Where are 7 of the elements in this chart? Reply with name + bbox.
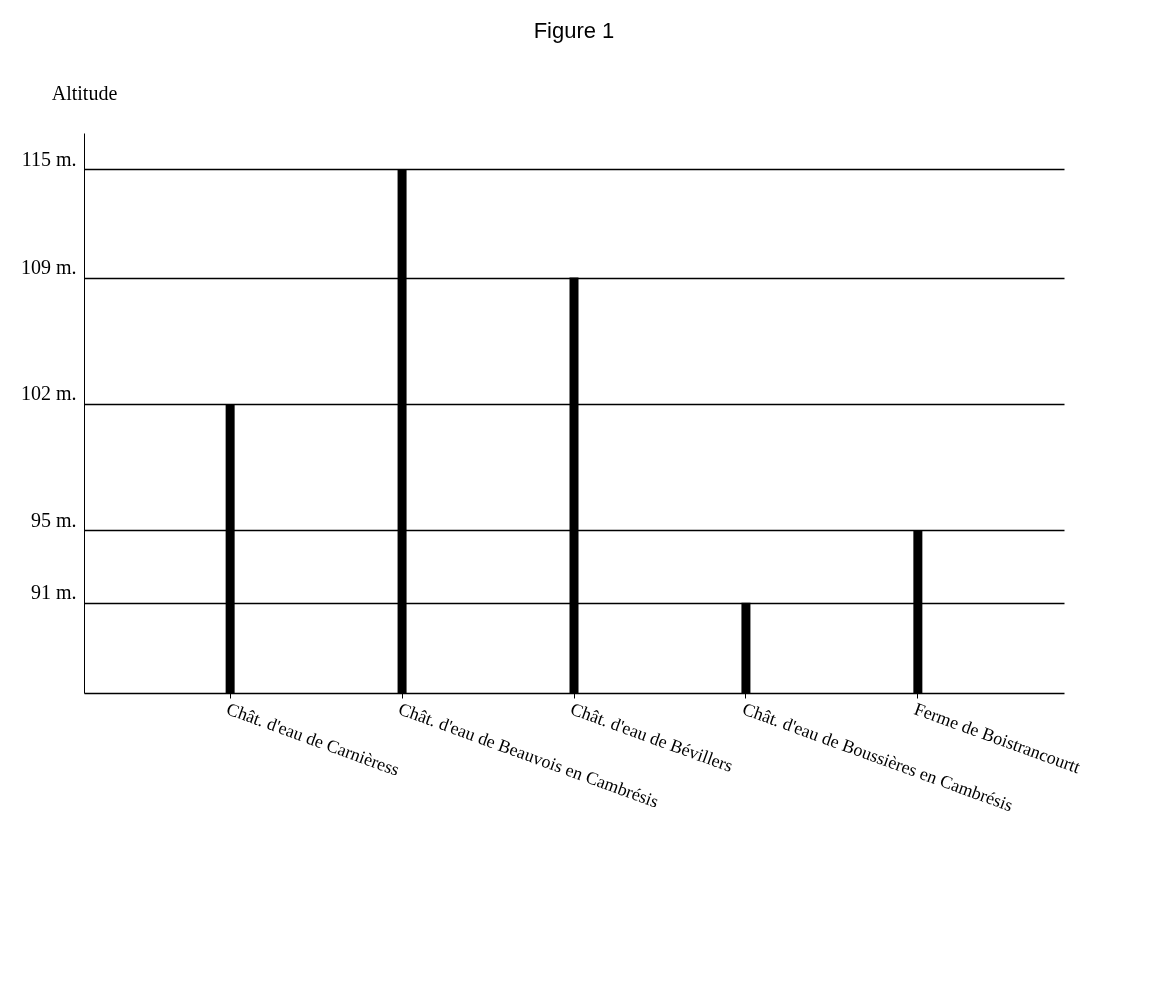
y-tick-label: 102 m. <box>20 382 77 405</box>
y-tick-label: 91 m. <box>30 581 77 604</box>
chart-title: Figure 1 <box>533 18 615 43</box>
y-axis-title: Altitude <box>51 81 118 104</box>
y-tick-label: 95 m. <box>30 508 77 531</box>
y-tick-label: 115 m. <box>21 147 77 170</box>
y-tick-label: 109 m. <box>20 256 77 279</box>
